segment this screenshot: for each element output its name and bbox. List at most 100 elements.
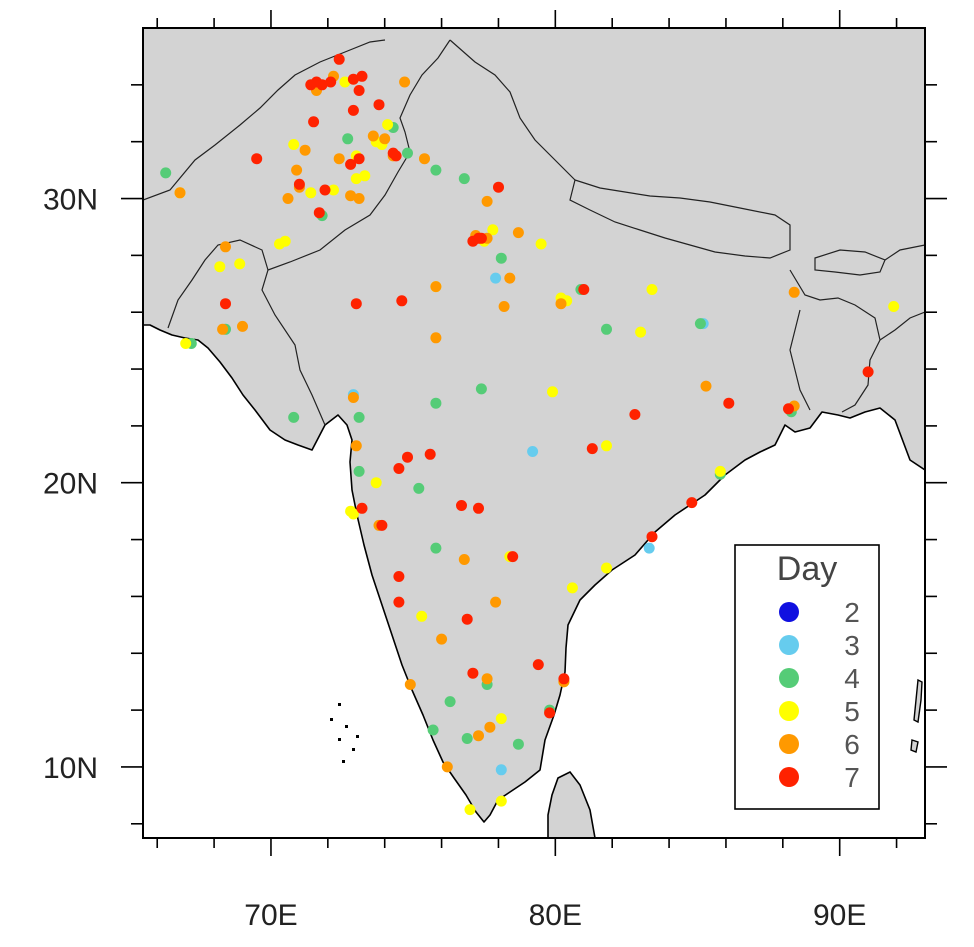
station-point-day-7 [586, 443, 598, 455]
station-point-day-5 [350, 173, 362, 185]
station-point-day-5 [339, 76, 351, 88]
station-point-day-4 [458, 173, 470, 185]
station-point-day-6 [399, 76, 411, 88]
station-point-day-3 [527, 446, 539, 457]
station-point-day-6 [379, 133, 391, 145]
station-point-day-6 [700, 380, 712, 392]
station-point-day-5 [646, 284, 658, 295]
station-point-day-6 [174, 187, 186, 199]
station-point-day-6 [353, 193, 365, 204]
station-point-day-7 [424, 448, 436, 460]
station-point-day-6 [430, 281, 442, 293]
station-point-day-4 [288, 411, 300, 423]
station-point-day-7 [353, 153, 365, 165]
station-point-day-4 [694, 318, 706, 330]
legend-label-day-7: 7 [844, 762, 860, 793]
station-point-day-7 [461, 613, 473, 625]
station-point-day-5 [180, 338, 192, 349]
station-point-day-6 [419, 153, 430, 165]
station-point-day-4 [427, 724, 439, 736]
station-point-day-6 [555, 298, 567, 310]
station-point-day-4 [402, 147, 413, 159]
lakshadweep-islands [330, 703, 359, 763]
station-point-day-7 [456, 500, 467, 511]
station-point-day-7 [350, 298, 362, 310]
y-tick-label-20n: 20N [43, 468, 98, 501]
legend-label-day-6: 6 [844, 729, 860, 760]
station-point-day-4 [353, 411, 365, 423]
station-point-day-5 [888, 301, 900, 312]
map-frame [142, 27, 926, 839]
station-point-day-7 [347, 73, 359, 85]
x-tick-label-80e: 80E [529, 899, 582, 932]
station-point-day-5 [214, 261, 226, 273]
station-point-day-6 [333, 153, 345, 165]
station-point-day-7 [393, 571, 405, 582]
station-point-day-4 [475, 383, 487, 395]
station-point-day-7 [356, 70, 368, 82]
x-tick-label-90e: 90E [813, 899, 866, 932]
station-point-day-6 [512, 227, 524, 239]
station-point-day-3 [490, 272, 502, 284]
station-point-day-7 [356, 502, 368, 514]
station-point-day-5 [714, 465, 726, 477]
station-point-day-5 [416, 610, 428, 622]
station-point-day-6 [441, 761, 453, 773]
station-point-day-4 [495, 252, 507, 264]
station-point-day-4 [430, 164, 442, 176]
station-point-day-6 [484, 721, 496, 733]
station-point-day-7 [319, 184, 331, 196]
station-point-day-4 [353, 465, 365, 477]
station-point-day-5 [495, 713, 507, 725]
station-point-day-4 [461, 733, 473, 744]
land-area [143, 28, 925, 823]
country-borders [143, 39, 925, 426]
station-point-day-7 [544, 707, 556, 719]
station-point-day-4 [430, 397, 442, 409]
legend-label-day-2: 2 [844, 597, 860, 628]
station-point-day-6 [481, 673, 493, 685]
station-point-day-6 [217, 323, 229, 335]
legend-title: Day [777, 550, 837, 588]
station-point-day-6 [291, 164, 303, 176]
station-point-day-5 [305, 187, 317, 199]
station-point-day-5 [601, 440, 612, 452]
legend-swatch-day-3 [779, 635, 799, 655]
station-point-day-6 [504, 272, 516, 284]
station-point-day-7 [686, 497, 698, 509]
station-point-day-6 [481, 195, 493, 207]
x-tick-label-70e: 70E [244, 899, 297, 932]
station-point-day-5 [234, 258, 246, 270]
station-point-day-6 [350, 440, 362, 452]
station-point-day-7 [345, 158, 357, 170]
station-point-day-7 [558, 673, 570, 685]
station-point-day-7 [862, 366, 874, 378]
station-point-day-7 [532, 659, 544, 671]
station-point-day-7 [251, 153, 263, 165]
station-point-day-7 [723, 397, 735, 409]
station-point-day-7 [293, 178, 305, 190]
legend-label-day-3: 3 [844, 630, 860, 661]
station-point-day-7 [402, 451, 413, 463]
station-point-day-3 [643, 542, 655, 554]
station-point-day-6 [367, 130, 379, 142]
station-point-day-6 [788, 286, 800, 298]
station-point-day-7 [473, 502, 484, 514]
station-point-day-6 [282, 193, 294, 204]
legend-swatch-day-5 [779, 701, 799, 721]
station-point-day-6 [490, 596, 502, 608]
station-point-day-5 [495, 795, 507, 807]
station-point-day-7 [308, 116, 320, 128]
sri-lanka-island [547, 770, 596, 838]
station-point-day-6 [458, 554, 470, 565]
station-point-day-5 [464, 804, 476, 816]
station-point-day-7 [507, 551, 519, 563]
station-point-day-7 [353, 85, 365, 96]
station-points [160, 53, 900, 816]
y-tick-label-30n: 30N [43, 184, 98, 217]
legend-box [734, 544, 880, 810]
legend-swatch-day-4 [779, 668, 799, 688]
y-tick-label-10n: 10N [43, 752, 98, 785]
station-point-day-7 [347, 104, 359, 116]
